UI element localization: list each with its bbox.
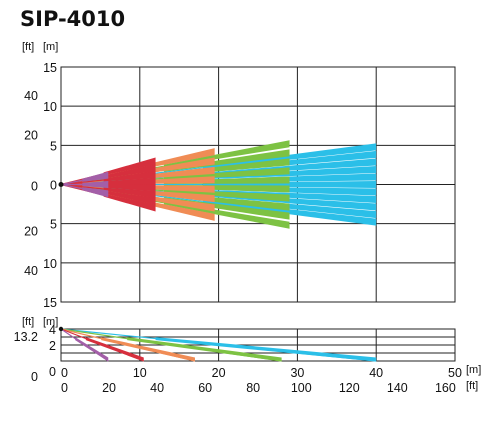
top-unit-m: [m] <box>43 41 58 53</box>
top-beam <box>103 164 156 179</box>
top-beam-lead <box>60 179 83 186</box>
side-beam <box>127 337 282 362</box>
side-y-tick-ft: 0 <box>31 370 38 384</box>
top-beam <box>202 199 377 226</box>
top-beam-lead <box>60 183 83 190</box>
x-tick-ft: 20 <box>102 381 116 395</box>
top-y-tick-m: 15 <box>43 61 57 75</box>
x-tick-ft: 80 <box>246 381 260 395</box>
chart-title: SIP-4010 <box>20 7 125 31</box>
side-beam <box>85 337 144 362</box>
x-tick-m: 30 <box>290 366 304 380</box>
side-unit-ft: [ft] <box>22 316 34 328</box>
side-beam <box>155 337 377 362</box>
top-beam <box>103 187 156 199</box>
top-beam <box>103 190 156 205</box>
top-beam <box>103 170 156 182</box>
top-y-tick-m: 10 <box>43 257 57 271</box>
top-beam <box>103 157 156 176</box>
side-unit-m: [m] <box>43 316 58 328</box>
top-y-tick-m: 5 <box>50 218 57 232</box>
top-beam <box>202 143 377 170</box>
x-tick-m: 50 <box>448 366 462 380</box>
top-y-tick-ft: 20 <box>24 225 38 239</box>
x-tick-m: 10 <box>133 366 147 380</box>
top-y-tick-m: 15 <box>43 296 57 310</box>
side-y-tick-ft: 13.2 <box>14 330 38 344</box>
top-y-tick-m: 0 <box>50 179 57 193</box>
top-y-tick-m: 5 <box>50 139 57 153</box>
x-tick-ft: 120 <box>339 381 360 395</box>
side-y-tick-m: 0 <box>49 365 56 379</box>
top-y-tick-ft: 20 <box>24 128 38 142</box>
x-tick-m: 0 <box>61 366 68 380</box>
side-beam <box>101 337 195 362</box>
x-tick-ft: 160 <box>435 381 456 395</box>
top-beam <box>82 171 109 182</box>
top-beam <box>82 181 109 188</box>
top-beam <box>82 187 109 198</box>
x-tick-ft: 40 <box>150 381 164 395</box>
x-tick-ft: 0 <box>61 381 68 395</box>
x-tick-m: 40 <box>369 366 383 380</box>
top-beam <box>103 193 156 212</box>
top-y-tick-ft: 0 <box>31 180 38 194</box>
side-y-tick-m: 4 <box>49 323 56 337</box>
top-y-tick-ft: 40 <box>24 89 38 103</box>
x-tick-ft: 100 <box>291 381 312 395</box>
top-y-tick-m: 10 <box>43 100 57 114</box>
top-beam <box>163 189 290 202</box>
top-beam <box>103 184 156 192</box>
x-unit-m: [m] <box>466 364 481 376</box>
top-beam <box>103 177 156 185</box>
x-tick-ft: 60 <box>198 381 212 395</box>
side-beam <box>75 337 109 362</box>
x-tick-ft: 140 <box>387 381 408 395</box>
top-view-pattern: 15 10 40 5 20 00 5 20 10 40 15 [ft] [m] <box>22 41 456 310</box>
top-beam <box>163 140 290 168</box>
top-beam <box>163 167 290 180</box>
sensor-point-side <box>58 326 64 332</box>
top-beam <box>163 201 290 229</box>
top-unit-ft: [ft] <box>22 41 34 53</box>
x-tick-m: 20 <box>212 366 226 380</box>
top-y-tick-ft: 40 <box>24 264 38 278</box>
x-unit-ft: [ft] <box>466 380 478 392</box>
sensor-point-top <box>58 182 64 187</box>
side-y-tick-m: 2 <box>49 339 56 353</box>
